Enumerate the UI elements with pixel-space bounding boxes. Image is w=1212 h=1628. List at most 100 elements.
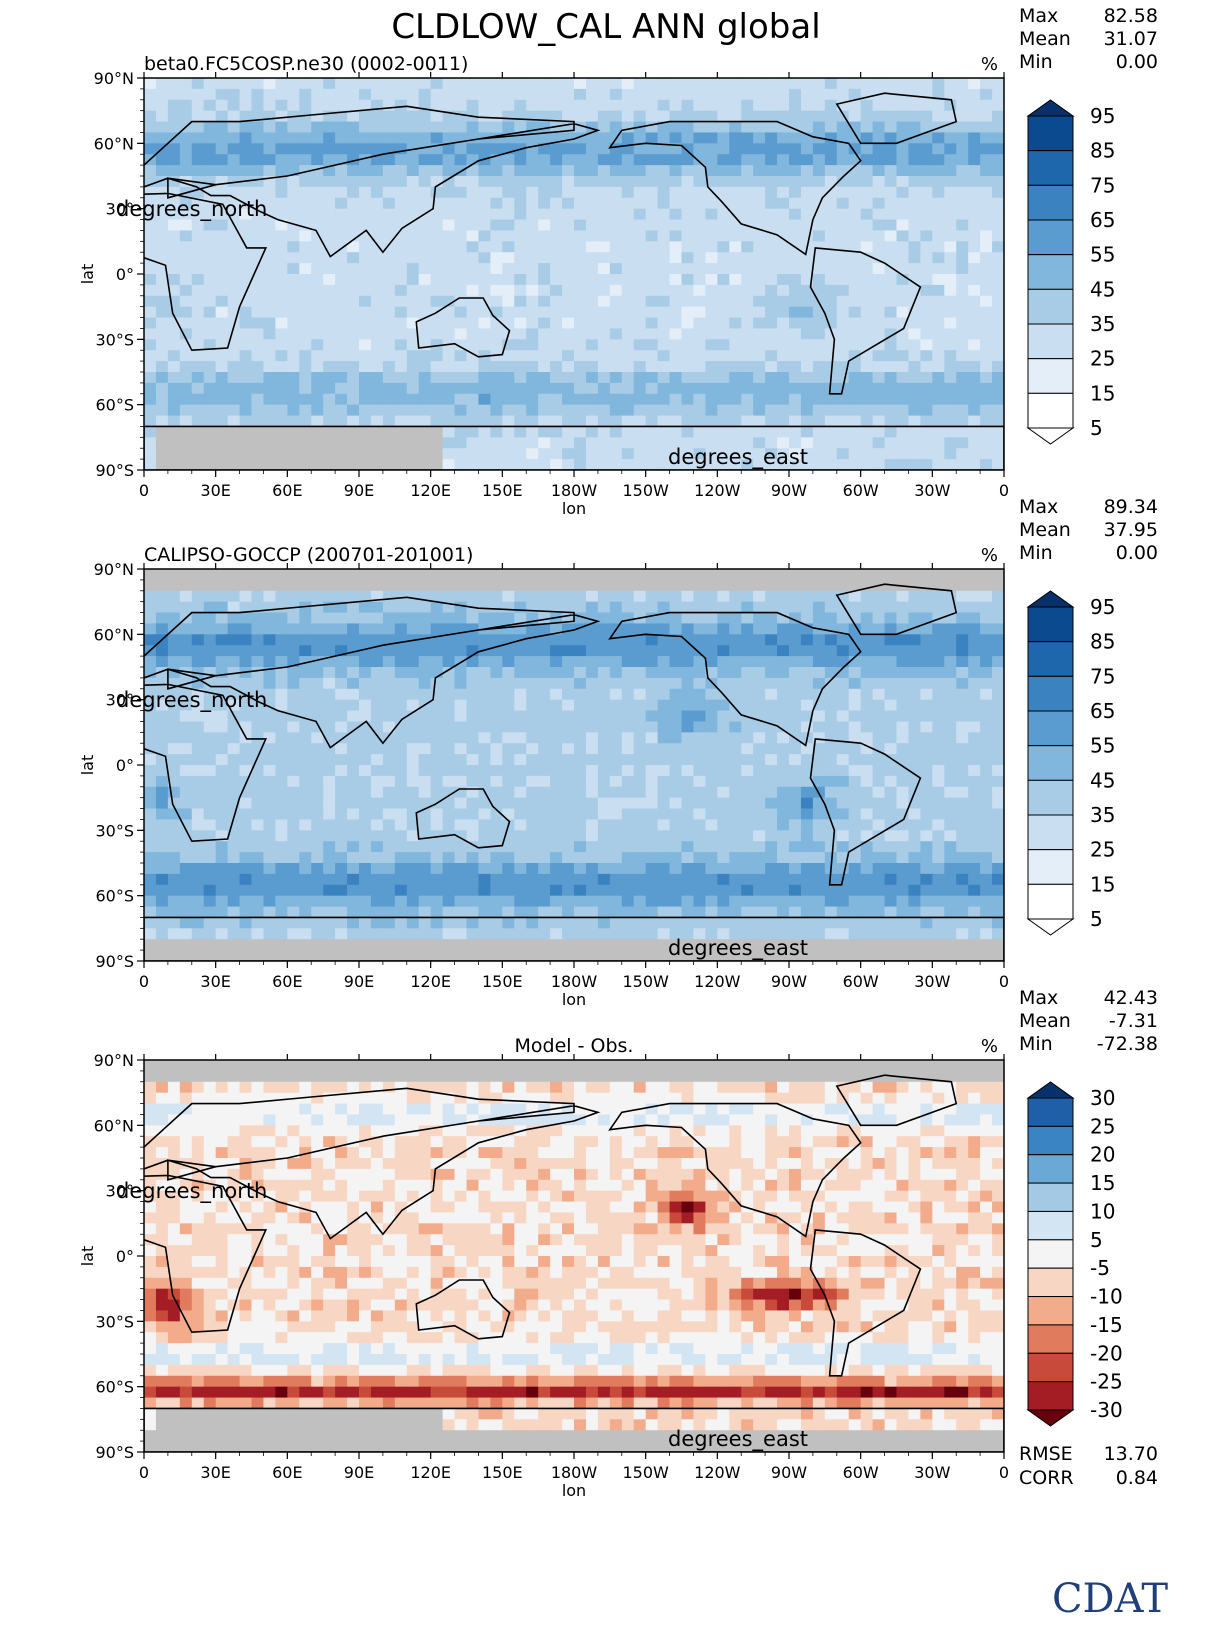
- heatmap-cell: [705, 252, 718, 264]
- heatmap-cell: [729, 415, 742, 428]
- heatmap-cell: [884, 252, 898, 264]
- heatmap-cell: [526, 852, 539, 864]
- heatmap-cell: [585, 775, 599, 788]
- heatmap-cell: [347, 677, 360, 690]
- heatmap-cell: [693, 797, 706, 810]
- heatmap-cell: [144, 459, 157, 470]
- heatmap-cell: [335, 284, 348, 297]
- heatmap-cell: [382, 677, 396, 690]
- heatmap-cell: [287, 382, 300, 395]
- heatmap-cell: [597, 274, 611, 286]
- heatmap-cell: [968, 601, 981, 614]
- heatmap-cell: [191, 677, 205, 690]
- heatmap-cell: [287, 863, 300, 875]
- heatmap-cell: [717, 99, 730, 112]
- heatmap-cell: [860, 667, 874, 679]
- heatmap-cell: [430, 241, 444, 253]
- heatmap-cell: [824, 688, 838, 701]
- heatmap-cell: [299, 590, 312, 603]
- heatmap-cell: [932, 743, 945, 755]
- heatmap-cell: [574, 884, 587, 897]
- heatmap-cell: [657, 754, 671, 766]
- heatmap-cell: [215, 252, 229, 264]
- heatmap-cell: [418, 895, 432, 908]
- heatmap-cell: [789, 197, 802, 210]
- heatmap-cell: [944, 459, 957, 470]
- heatmap-cell: [848, 208, 862, 221]
- heatmap-cell: [789, 590, 802, 603]
- heatmap-cell: [729, 634, 742, 646]
- heatmap-cell: [729, 569, 742, 581]
- heatmap-cell: [514, 361, 527, 373]
- heatmap-cell: [597, 372, 611, 384]
- heatmap-cell: [992, 634, 1004, 646]
- heatmap-cell: [227, 361, 241, 373]
- heatmap-cell: [657, 350, 671, 362]
- heatmap-cell: [538, 765, 551, 777]
- heatmap-cell: [347, 830, 360, 842]
- heatmap-cell: [944, 841, 957, 853]
- heatmap-cell: [203, 656, 217, 668]
- heatmap-cell: [203, 372, 217, 384]
- heatmap-cell: [394, 350, 408, 362]
- heatmap-cell: [657, 208, 671, 221]
- heatmap-cell: [478, 754, 491, 766]
- heatmap-cell: [657, 121, 671, 134]
- heatmap-cell: [741, 306, 754, 319]
- heatmap-cell: [191, 775, 205, 788]
- heatmap-cell: [144, 448, 157, 460]
- heatmap-cell: [836, 459, 850, 470]
- heatmap-cell: [872, 841, 886, 853]
- heatmap-cell: [239, 634, 253, 646]
- heatmap-cell: [633, 754, 647, 766]
- heatmap-cell: [550, 601, 563, 614]
- heatmap-cell: [359, 448, 372, 460]
- heatmap-cell: [418, 797, 432, 810]
- heatmap-cell: [681, 786, 695, 799]
- heatmap-cell: [382, 645, 396, 657]
- heatmap-cell: [215, 361, 229, 373]
- heatmap-cell: [633, 437, 647, 449]
- colorbar-label: 15: [1090, 381, 1115, 405]
- heatmap-cell: [860, 863, 874, 875]
- heatmap-cell: [227, 339, 241, 351]
- heatmap-cell: [980, 884, 993, 897]
- heatmap-cell: [872, 372, 886, 384]
- heatmap-cell: [538, 252, 551, 264]
- heatmap-cell: [562, 317, 575, 330]
- heatmap-cell: [287, 121, 300, 134]
- heatmap-cell: [800, 295, 814, 308]
- heatmap-cell: [944, 830, 957, 842]
- heatmap-cell: [860, 699, 874, 712]
- heatmap-cell: [359, 884, 372, 897]
- heatmap-cell: [287, 263, 300, 275]
- heatmap-cell: [144, 208, 157, 221]
- heatmap-cell: [836, 732, 850, 744]
- heatmap-cell: [705, 623, 718, 635]
- heatmap-cell: [478, 404, 491, 417]
- heatmap-cell: [753, 393, 766, 406]
- heatmap-cell: [442, 634, 456, 646]
- heatmap-cell: [526, 88, 539, 101]
- heatmap-cell: [311, 110, 324, 123]
- heatmap-cell: [848, 721, 862, 733]
- heatmap-cell: [824, 219, 838, 232]
- heatmap-cell: [824, 797, 838, 810]
- heatmap-cell: [203, 263, 217, 275]
- heatmap-cell: [167, 732, 181, 744]
- heatmap-cell: [669, 88, 683, 101]
- heatmap-cell: [418, 88, 432, 101]
- heatmap-cell: [538, 426, 551, 438]
- heatmap-cell: [932, 426, 945, 438]
- heatmap-cell: [203, 176, 217, 188]
- heatmap-cell: [609, 306, 623, 319]
- heatmap-cell: [609, 143, 623, 155]
- heatmap-cell: [299, 645, 312, 657]
- heatmap-cell: [203, 819, 217, 831]
- heatmap-cell: [311, 841, 324, 853]
- heatmap-cell: [454, 569, 468, 581]
- heatmap-cell: [311, 121, 324, 134]
- heatmap-cell: [753, 721, 766, 733]
- heatmap-cell: [382, 579, 396, 592]
- heatmap-cell: [848, 99, 862, 112]
